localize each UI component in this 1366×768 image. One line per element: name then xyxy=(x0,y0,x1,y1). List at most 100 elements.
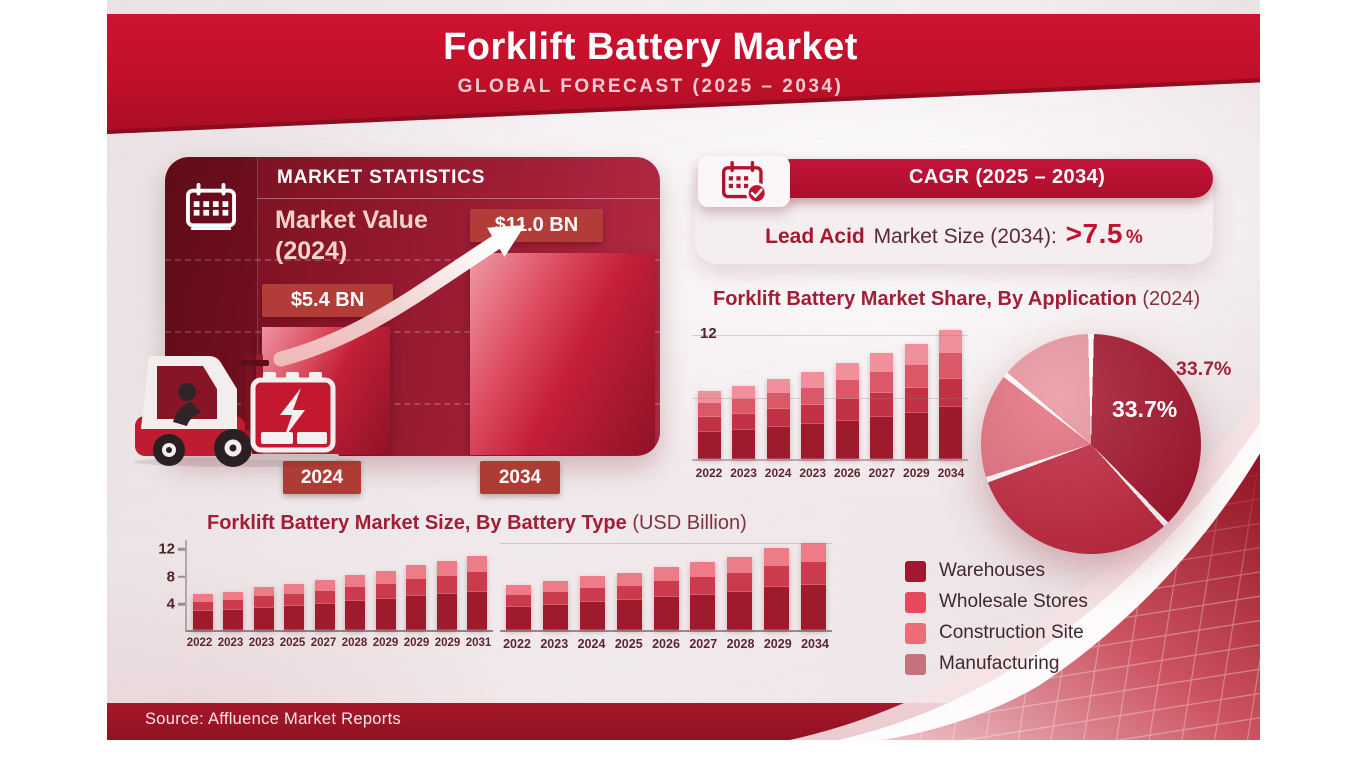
x-axis-label: 2026 xyxy=(652,637,680,651)
stacked-bar-2029 xyxy=(406,565,427,630)
bar-segment-segment-mid xyxy=(579,587,605,602)
panel-gridline xyxy=(165,259,660,261)
x-axis-label: 2023 xyxy=(248,637,275,649)
bar-segment-manufacturing xyxy=(698,391,721,404)
x-axis-label: 2027 xyxy=(310,637,337,649)
pie-slice-label-inside: 33.7% xyxy=(1112,396,1178,422)
stacked-bar-2034 xyxy=(938,330,962,459)
x-axis-label: 2034 xyxy=(801,637,829,651)
size-section-title: Forklift Battery Market Size, By Battery… xyxy=(207,512,747,535)
stacked-bar-2026 xyxy=(835,363,859,459)
bar-segment-construction-site xyxy=(698,403,721,417)
cagr-banner-label: CAGR (2025 – 2034) xyxy=(909,166,1106,188)
bar-segment-segment-light xyxy=(284,584,305,595)
stacked-bar-2026 xyxy=(653,567,679,630)
gridline-12 xyxy=(692,335,968,337)
bar-segment-segment-mid xyxy=(253,596,274,608)
bar-segment-wholesale-stores xyxy=(732,413,756,430)
bar-segment-manufacturing xyxy=(801,372,825,388)
bar-segment-segment-dark xyxy=(375,599,396,630)
bar-segment-segment-mid xyxy=(542,591,568,605)
bar-segment-segment-mid xyxy=(345,587,366,602)
bar-segment-segment-mid xyxy=(375,583,396,600)
metric-label: Market Size (2034): xyxy=(867,225,1063,248)
bar-segment-wholesale-stores xyxy=(766,409,790,427)
legend-label: Wholesale Stores xyxy=(939,591,1088,612)
size-title-bold: Forklift Battery Market Size, By Battery… xyxy=(207,512,627,534)
growth-arrow-icon xyxy=(273,225,525,367)
x-axis-label: 2028 xyxy=(726,637,755,651)
bar-segment-segment-light xyxy=(406,565,427,580)
stacked-bar-2029 xyxy=(904,344,928,459)
x-axis-label: 2022 xyxy=(695,466,723,480)
panel-gridline xyxy=(165,331,660,333)
bar-segment-construction-site xyxy=(766,393,790,410)
infographic-canvas: Forklift Battery Market GLOBAL FORECAST … xyxy=(107,0,1260,740)
stacked-bar-2025 xyxy=(616,573,642,630)
value-bar-2034 xyxy=(470,253,655,455)
share-title-bold: Forklift Battery Market Share, By Applic… xyxy=(713,288,1137,310)
bar-segment-segment-light xyxy=(653,567,679,581)
stacked-bar-2022 xyxy=(506,585,531,630)
bar-segment-segment-dark xyxy=(616,600,642,630)
bar-segment-manufacturing xyxy=(938,330,962,354)
bar-plot: 12 xyxy=(692,325,968,461)
bar-segment-warehouses xyxy=(732,429,756,459)
x-axis-labels: 2022 2023 2023 2025 2027 2028 2029 2029 2029 2031 xyxy=(185,637,493,649)
page-title: Forklift Battery Market xyxy=(443,26,858,68)
bar-segment-warehouses xyxy=(801,424,825,459)
bar-segment-segment-light xyxy=(193,594,213,602)
calendar-check-icon xyxy=(722,161,768,204)
x-axis-label: 2027 xyxy=(868,466,896,480)
y-axis-tick-label: 8 xyxy=(166,568,175,586)
bar-segment-segment-light xyxy=(466,556,487,573)
stacked-bar-2023 xyxy=(542,581,568,630)
metric-value: >7.5 xyxy=(1065,218,1123,249)
bar-segment-warehouses xyxy=(938,407,962,459)
legend-item-wholesale-stores: Wholesale Stores xyxy=(905,591,1088,613)
share-title-rest: (2024) xyxy=(1136,288,1201,310)
x-axis-label: 2024 xyxy=(764,466,792,480)
lead-acid-metric: Lead Acid Market Size (2034): >7.5 % xyxy=(695,218,1213,250)
x-axis-label: 2026 xyxy=(833,466,861,480)
x-axis-label: 2025 xyxy=(279,637,306,649)
x-axis-labels: 2022 2023 2024 2025 2026 2027 2028 2029 2034 xyxy=(500,637,832,651)
bar-segment-segment-light xyxy=(345,575,366,588)
stacked-bar-2027 xyxy=(690,562,716,630)
x-axis-label: 2023 xyxy=(217,637,244,649)
battery-type-bar-chart-left: 12 8 4 2022 2023 2023 2025 2027 2028 2029 2029 2029… xyxy=(158,540,493,649)
bar-segment-warehouses xyxy=(766,426,790,459)
panel-title: MARKET STATISTICS xyxy=(277,167,486,188)
bar-segment-segment-dark xyxy=(253,607,274,630)
battery-icon xyxy=(250,372,336,453)
year-chip-2034: 2034 xyxy=(480,461,560,494)
stacked-bar-2031 xyxy=(466,556,487,630)
bar-segment-segment-mid xyxy=(406,579,427,597)
stacked-bar-2027 xyxy=(314,580,335,630)
x-axis-label: 2023 xyxy=(540,637,569,651)
x-axis-label: 2027 xyxy=(689,637,718,651)
bar-segment-segment-mid xyxy=(314,591,335,604)
bar-segment-segment-mid xyxy=(223,600,244,611)
bar-segment-segment-mid xyxy=(801,562,826,585)
source-credit: Source: Affluence Market Reports xyxy=(145,710,402,728)
bar-segment-segment-dark xyxy=(801,584,826,630)
calendar-icon xyxy=(186,183,236,231)
legend-swatch xyxy=(905,653,926,675)
bar-segment-segment-light xyxy=(690,562,716,577)
x-axis-label: 2024 xyxy=(577,637,606,651)
x-axis-label: 2028 xyxy=(341,637,368,649)
bar-segment-segment-dark xyxy=(764,587,790,630)
x-axis-label: 2034 xyxy=(937,466,965,480)
bar-segment-warehouses xyxy=(904,412,928,459)
bar-segment-segment-dark xyxy=(727,592,753,630)
legend-label: Construction Site xyxy=(939,622,1084,643)
bar-segment-manufacturing xyxy=(732,386,756,400)
x-axis-label: 2023 xyxy=(799,466,827,480)
application-share-pie-chart: 33.7% xyxy=(981,334,1201,554)
metric-value-suffix: % xyxy=(1125,227,1143,248)
bar-segment-construction-site xyxy=(870,372,894,394)
y-axis-tick-label: 4 xyxy=(166,595,175,613)
bar-segment-construction-site xyxy=(732,399,756,414)
bar-segment-segment-dark xyxy=(223,610,244,630)
